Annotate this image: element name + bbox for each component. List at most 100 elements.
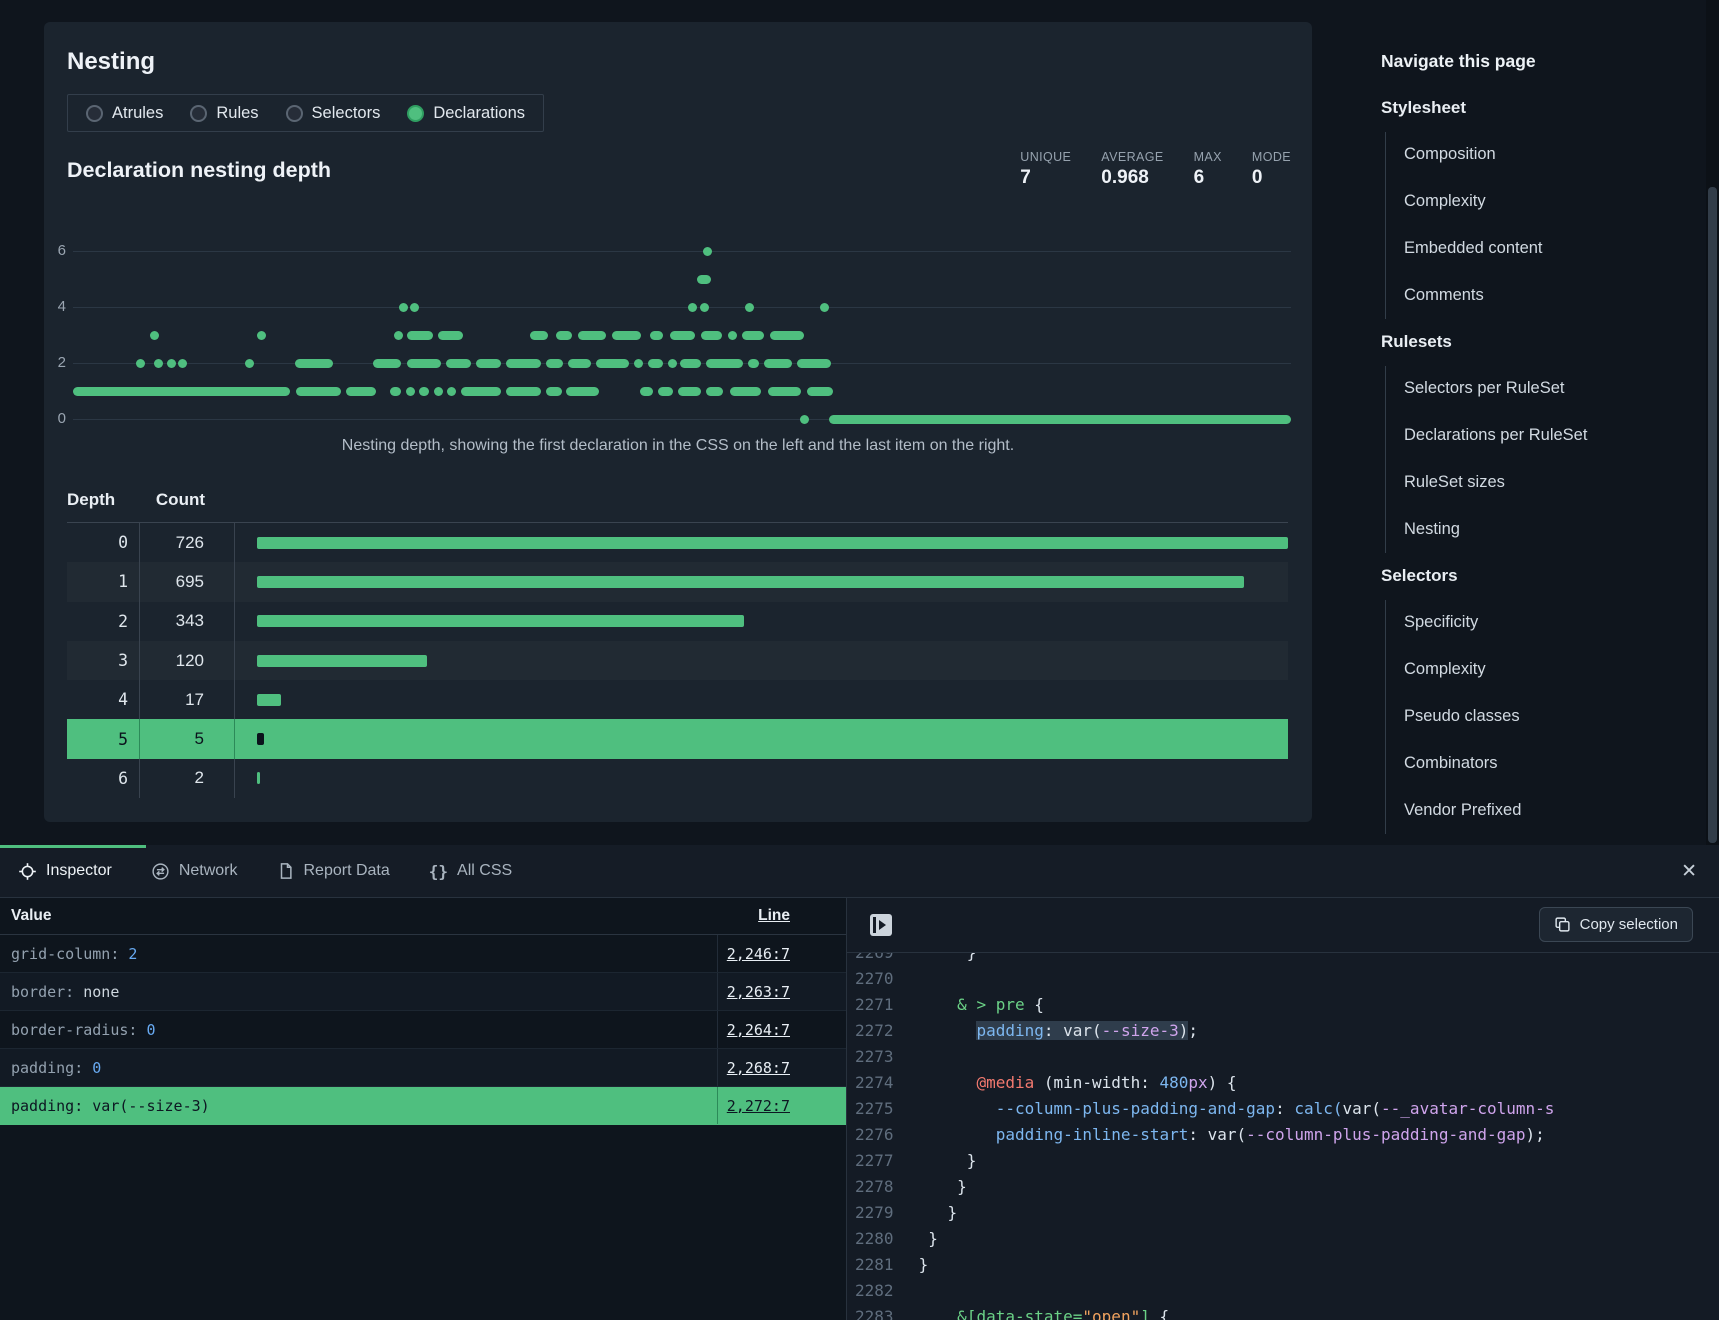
code-text: @media (min-width: 480px) { bbox=[909, 1070, 1237, 1096]
nav-heading-rulesets: Rulesets bbox=[1381, 319, 1681, 366]
value-row[interactable]: border: none2,263:7 bbox=[0, 973, 846, 1011]
line-number: 2282 bbox=[855, 1278, 899, 1304]
code-text: } bbox=[909, 1200, 957, 1226]
sidebar-item-pseudo-classes[interactable]: Pseudo classes bbox=[1404, 693, 1681, 740]
tab-inspector[interactable]: Inspector bbox=[12, 862, 118, 881]
scatter-run-depth-3 bbox=[770, 331, 804, 340]
count-bar bbox=[257, 615, 744, 627]
line-cell: 2,272:7 bbox=[717, 1087, 846, 1124]
table-row-depth-4[interactable]: 417 bbox=[67, 680, 1288, 719]
tab-network[interactable]: Network bbox=[145, 862, 244, 881]
line-number: 2271 bbox=[855, 992, 899, 1018]
count-bar-cell bbox=[235, 680, 1288, 719]
line-link[interactable]: 2,263:7 bbox=[727, 983, 790, 1001]
table-row-depth-5[interactable]: 55 bbox=[67, 719, 1288, 758]
code-text: } bbox=[909, 1148, 976, 1174]
scatter-run-depth-0 bbox=[800, 415, 809, 424]
scatter-run-depth-3 bbox=[257, 331, 266, 340]
value-row[interactable]: border-radius: 02,264:7 bbox=[0, 1011, 846, 1049]
sidebar-item-declarations-per-ruleset[interactable]: Declarations per RuleSet bbox=[1404, 412, 1681, 459]
sidebar-item-comments[interactable]: Comments bbox=[1404, 272, 1681, 319]
property-value: var(--size-3) bbox=[92, 1097, 209, 1115]
line-link[interactable]: 2,268:7 bbox=[727, 1059, 790, 1077]
nesting-depth-scatter-chart: 0246 bbox=[44, 22, 1312, 442]
code-token: px bbox=[1188, 1073, 1207, 1092]
code-text: } bbox=[909, 1252, 928, 1278]
count-bar-cell bbox=[235, 523, 1288, 562]
property-name: padding: bbox=[11, 1059, 92, 1077]
scatter-run-depth-3 bbox=[394, 331, 403, 340]
code-line: 2280 } bbox=[847, 1226, 1719, 1252]
copy-selection-button[interactable]: Copy selection bbox=[1539, 907, 1693, 942]
page-scrollbar-thumb[interactable] bbox=[1708, 187, 1717, 843]
table-row-depth-6[interactable]: 62 bbox=[67, 759, 1288, 798]
sidebar-item-complexity[interactable]: Complexity bbox=[1404, 178, 1681, 225]
sidebar-item-selectors-per-ruleset[interactable]: Selectors per RuleSet bbox=[1404, 366, 1681, 413]
value-row[interactable]: grid-column: 22,246:7 bbox=[0, 935, 846, 973]
value-row[interactable]: padding: 0 2,268:7 bbox=[0, 1049, 846, 1087]
tab-all-css[interactable]: {}All CSS bbox=[423, 862, 518, 881]
sidebar-item-embedded-content[interactable]: Embedded content bbox=[1404, 225, 1681, 272]
scatter-run-depth-3 bbox=[438, 331, 463, 340]
line-column-header[interactable]: Line bbox=[717, 907, 846, 925]
depth-cell: 6 bbox=[67, 759, 140, 798]
code-viewer[interactable]: 2269 }22702271 & > pre {2272 padding: va… bbox=[847, 953, 1719, 1320]
scatter-run-depth-3 bbox=[670, 331, 695, 340]
code-token: } bbox=[919, 1255, 929, 1274]
sidebar-item-nesting[interactable]: Nesting bbox=[1404, 506, 1681, 553]
scatter-run-depth-2 bbox=[506, 359, 541, 368]
tab-report-data[interactable]: Report Data bbox=[271, 862, 396, 880]
table-row-depth-2[interactable]: 2343 bbox=[67, 602, 1288, 641]
code-text: --column-plus-padding-and-gap: calc(var(… bbox=[909, 1096, 1554, 1122]
code-text: } bbox=[909, 953, 976, 966]
page-scrollbar[interactable] bbox=[1706, 0, 1719, 845]
property-value: none bbox=[83, 983, 119, 1001]
code-token: : bbox=[1275, 1099, 1294, 1118]
line-number: 2278 bbox=[855, 1174, 899, 1200]
scatter-run-depth-2 bbox=[706, 359, 743, 368]
table-row-depth-1[interactable]: 1695 bbox=[67, 562, 1288, 601]
sidebar-item-complexity[interactable]: Complexity bbox=[1404, 646, 1681, 693]
sidebar-item-ruleset-sizes[interactable]: RuleSet sizes bbox=[1404, 459, 1681, 506]
scatter-run-depth-1 bbox=[678, 387, 701, 396]
scatter-run-depth-1 bbox=[296, 387, 341, 396]
declaration-value: padding: 0 bbox=[0, 1049, 717, 1086]
table-row-depth-0[interactable]: 0726 bbox=[67, 523, 1288, 562]
code-token: (min-width: bbox=[1034, 1073, 1159, 1092]
depth-cell: 4 bbox=[67, 680, 140, 719]
scatter-run-depth-2 bbox=[797, 359, 831, 368]
count-bar-cell bbox=[235, 759, 1288, 798]
code-token: --size-3 bbox=[1102, 1021, 1179, 1040]
line-number: 2270 bbox=[855, 966, 899, 992]
code-token: : bbox=[1188, 1125, 1207, 1144]
property-name: border-radius: bbox=[11, 1021, 146, 1039]
line-link[interactable]: 2,264:7 bbox=[727, 1021, 790, 1039]
count-bar bbox=[257, 655, 427, 667]
sidebar-item-specificity[interactable]: Specificity bbox=[1404, 600, 1681, 647]
value-line-pane: Value Line grid-column: 22,246:7border: … bbox=[0, 898, 846, 1320]
value-column-header: Value bbox=[0, 907, 717, 925]
table-row-depth-3[interactable]: 3120 bbox=[67, 641, 1288, 680]
inspector-tab-bar: Inspector Network Report Data {}All CSS ✕ bbox=[0, 845, 1719, 898]
line-link[interactable]: 2,246:7 bbox=[727, 945, 790, 963]
value-row[interactable]: padding: var(--size-3) 2,272:7 bbox=[0, 1087, 846, 1125]
sidebar-toggle-icon[interactable] bbox=[869, 913, 893, 937]
scatter-run-depth-3 bbox=[578, 331, 606, 340]
close-panel-button[interactable]: ✕ bbox=[1681, 845, 1697, 898]
count-cell: 726 bbox=[140, 523, 235, 562]
scatter-run-depth-2 bbox=[546, 359, 563, 368]
line-cell: 2,246:7 bbox=[717, 935, 846, 972]
line-number: 2279 bbox=[855, 1200, 899, 1226]
declaration-value: padding: var(--size-3) bbox=[0, 1087, 717, 1124]
sidebar-item-combinators[interactable]: Combinators bbox=[1404, 740, 1681, 787]
sidebar-item-composition[interactable]: Composition bbox=[1404, 132, 1681, 179]
code-token: var( bbox=[1343, 1099, 1382, 1118]
scatter-run-depth-3 bbox=[701, 331, 722, 340]
scatter-run-depth-5 bbox=[697, 275, 711, 284]
line-link[interactable]: 2,272:7 bbox=[727, 1097, 790, 1115]
scatter-run-depth-2 bbox=[648, 359, 663, 368]
sidebar-item-vendor-prefixed[interactable]: Vendor Prefixed bbox=[1404, 787, 1681, 834]
line-number: 2275 bbox=[855, 1096, 899, 1122]
scatter-run-depth-3 bbox=[742, 331, 764, 340]
scatter-run-depth-2 bbox=[764, 359, 792, 368]
